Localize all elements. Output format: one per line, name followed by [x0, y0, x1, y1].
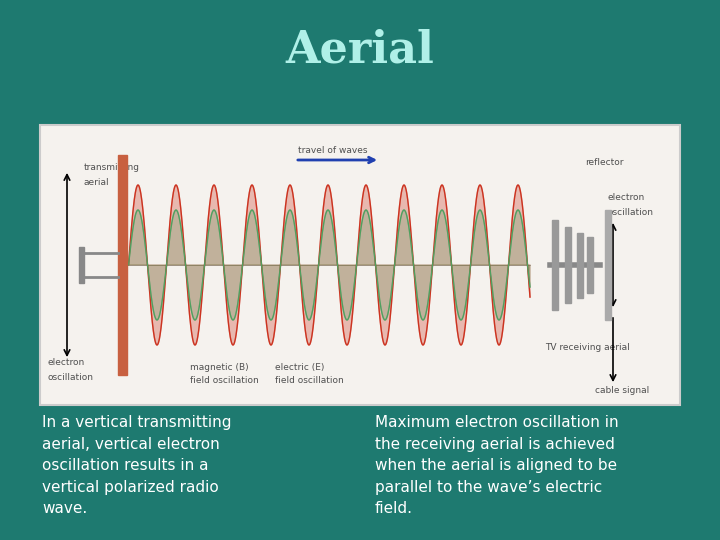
Text: oscillation: oscillation — [607, 208, 653, 217]
Text: field oscillation: field oscillation — [275, 376, 343, 385]
Text: TV receiving aerial: TV receiving aerial — [545, 343, 630, 352]
Text: magnetic (B): magnetic (B) — [190, 363, 248, 372]
Text: electric (E): electric (E) — [275, 363, 325, 372]
Text: Aerial: Aerial — [286, 29, 434, 71]
Text: electron: electron — [47, 358, 84, 367]
Text: oscillation: oscillation — [47, 373, 93, 382]
FancyBboxPatch shape — [605, 210, 611, 320]
Bar — [40, 125, 680, 405]
Bar — [79, 247, 84, 283]
Bar — [565, 227, 571, 303]
Text: travel of waves: travel of waves — [298, 146, 367, 155]
Text: aerial: aerial — [84, 178, 109, 187]
Text: In a vertical transmitting
aerial, vertical electron
oscillation results in a
ve: In a vertical transmitting aerial, verti… — [42, 415, 232, 516]
Text: Maximum electron oscillation in
the receiving aerial is achieved
when the aerial: Maximum electron oscillation in the rece… — [375, 415, 618, 516]
Text: field oscillation: field oscillation — [190, 376, 258, 385]
Text: cable signal: cable signal — [595, 386, 649, 395]
Bar — [552, 220, 558, 310]
Bar — [117, 155, 127, 375]
Text: electron: electron — [607, 193, 644, 202]
Text: reflector: reflector — [585, 158, 624, 167]
Text: transmitting: transmitting — [84, 163, 140, 172]
Bar — [577, 233, 583, 298]
Bar — [587, 237, 593, 293]
